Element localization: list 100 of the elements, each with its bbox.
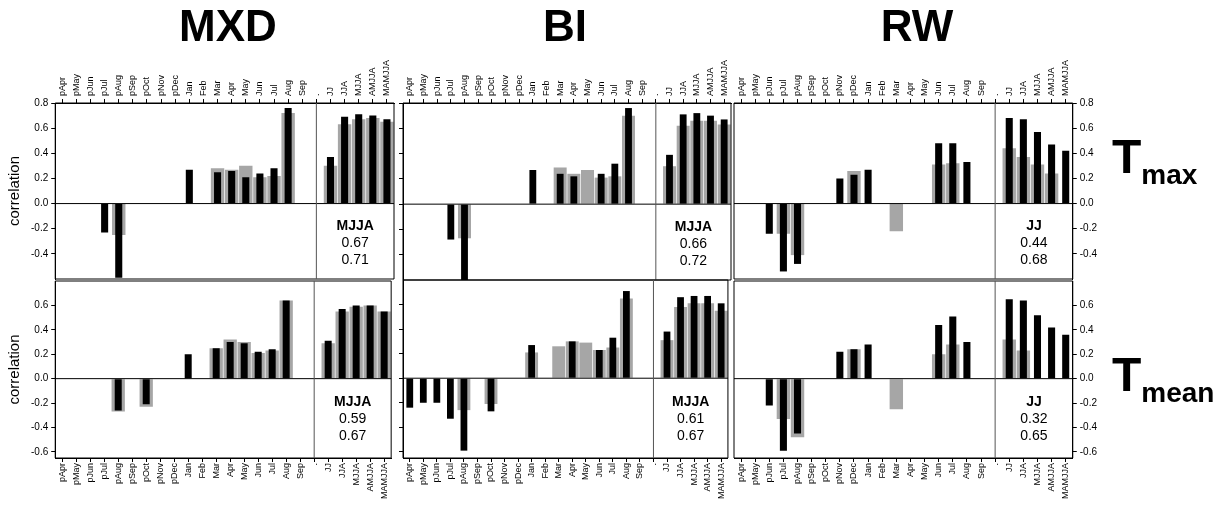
x-tick-label: Jun [252,463,263,478]
x-tick-label: AMJJA [704,67,715,96]
bar [889,379,904,410]
x-tick-label: JJA [1017,80,1028,96]
x-tick-label: Sep [634,463,645,480]
y-tick-label: 0.2 [34,347,49,359]
x-tick-label: Mar [212,80,223,96]
x-tick-label: Feb [876,463,887,479]
x-tick-label: Aug [280,463,291,480]
annotation: MJJA [674,217,713,234]
y-tick-label: 0.0 [34,197,49,209]
annotation: JJ [1026,217,1042,234]
y-axis-title: correlation [5,334,23,405]
annotation: 0.72 [679,251,708,268]
x-tick-label: Apr [568,81,579,96]
annotation: 0.67 [339,427,367,444]
y-tick-label: 0.4 [34,323,49,335]
annotation: MJJA [672,393,710,409]
x-tick-label: Mar [890,80,901,96]
y2-tick-label: 0.8 [1079,96,1095,108]
x-tick-label: pNov [154,462,165,485]
x-tick-label: May [240,78,251,96]
y-tick-label: -0.4 [31,421,49,433]
chart-title: RW [879,0,955,52]
x-tick-label: pApr [735,76,746,96]
x-tick-label: Sep [975,463,986,480]
x-tick-label: MJJA [1031,73,1042,96]
bar [889,204,904,232]
y2-tick-label: 0.4 [1079,147,1095,159]
x-tick-label: Sep [294,463,305,480]
x-tick-label: pOct [820,76,831,96]
x-tick-label: Aug [961,79,972,96]
x-tick-label: May [238,462,249,481]
x-tick-label: pNov [499,462,510,485]
annotation: 0.44 [1020,234,1048,251]
x-tick-label: Apr [566,463,577,478]
x-tick-label: Aug [961,463,972,480]
x-tick-label: MJJA [688,463,699,486]
x-tick-label: Jul [947,84,958,96]
x-tick-label: pSep [806,74,817,96]
x-tick-label: pMay [70,73,81,96]
x-tick-label: Jul [607,463,618,475]
y2-tick-label: 0.2 [1079,172,1095,184]
x-tick-label: MJJA [350,463,361,486]
y2-tick-label: -0.4 [1079,247,1098,259]
x-tick-label: Mar [554,80,565,96]
y-tick-label: 0.4 [34,147,49,159]
x-tick-label: JJ [324,87,335,96]
x-tick-label: . [989,463,1000,466]
x-tick-label: pJul [445,79,456,96]
x-tick-label: Aug [282,79,293,96]
x-tick-label: JJA [339,80,350,96]
annotation: 0.61 [677,410,705,426]
x-tick-label: AMJJA [1046,463,1057,492]
y-tick-label: 0.6 [34,299,49,311]
x-tick-label: JJA [675,463,686,479]
annotation: MJJA [336,217,374,234]
x-tick-label: pJun [431,463,442,483]
x-tick-label: pOct [141,76,152,96]
x-tick-label: May [919,462,930,481]
y-axis-title: correlation [5,155,23,227]
x-tick-label: pOct [485,462,496,483]
x-tick-label: pMay [417,73,428,96]
x-tick-label: pAug [792,463,802,485]
x-tick-label: MJJA [353,73,364,96]
y2-tick-label: 0.0 [1079,197,1095,209]
x-tick-label: pMay [749,462,760,486]
y-tick-label: 0.2 [34,172,49,184]
x-tick-label: pApr [56,76,67,96]
x-tick-label: Apr [224,463,235,478]
x-tick-label: pNov [499,74,510,96]
x-tick-label: JJ [663,87,674,96]
x-tick-label: AMJJA [364,463,375,492]
x-tick-label: Mar [553,463,564,479]
x-tick-label: Feb [197,80,208,96]
x-tick-label: pAug [458,463,469,485]
x-tick-label: pJul [99,79,110,96]
x-tick-label: Jan [526,463,537,478]
y2-tick-label: 0.6 [1079,121,1095,133]
x-tick-label: pSep [806,463,817,485]
y2-axis-title: T$_{mean}$ [1112,348,1215,410]
x-tick-label: pNov [155,74,166,96]
x-tick-label: . [647,463,658,466]
x-tick-label: AMJJA [1046,67,1057,96]
x-tick-label: Jul [266,463,277,475]
y-tick-label: -0.4 [31,247,49,259]
y-tick-label: 0.6 [34,121,49,133]
x-tick-label: MJJA [691,73,702,96]
x-tick-label: pDec [168,462,179,485]
x-tick-label: JJ [661,463,672,472]
x-tick-label: MAMJJA [381,60,392,96]
x-tick-label: Apr [904,463,915,478]
x-tick-label: Feb [539,463,550,479]
x-tick-label: Jan [862,81,873,96]
x-tick-label: pSep [127,74,138,96]
x-tick-label: May [919,78,930,96]
x-tick-label: JJ [322,463,333,472]
x-tick-label: pDec [512,462,523,485]
x-tick-label: Feb [540,80,551,96]
annotation: MJJA [333,393,372,410]
